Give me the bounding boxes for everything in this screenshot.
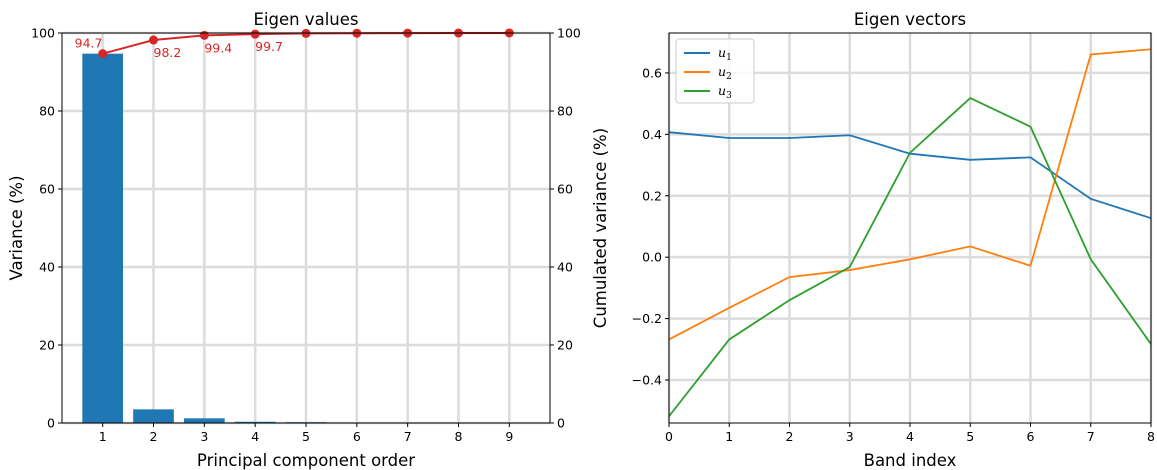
cumulated-data-label: 94.7: [75, 36, 103, 51]
variance-bars: [82, 53, 530, 424]
x-tick-label: 5: [302, 429, 310, 444]
variance-bar: [82, 53, 123, 424]
y-tick-label: 0.6: [642, 65, 662, 80]
cumulated-data-labels: 94.7 98.2 99.4 99.7: [75, 36, 283, 60]
x-tick-label: 3: [200, 429, 208, 444]
left-chart-title: Eigen values: [253, 10, 358, 29]
x-tick-label: 4: [251, 429, 259, 444]
cumulated-point: [250, 29, 260, 39]
cumulated-point: [98, 49, 108, 59]
cumulated-data-label: 99.7: [255, 39, 283, 54]
x-tick-label: 2: [150, 429, 158, 444]
y-tick-label: 0.4: [642, 127, 662, 142]
variance-bar: [133, 409, 174, 423]
legend-entry: u1: [718, 45, 732, 63]
y2-tick-label: 20: [557, 338, 573, 353]
x-tick-label: 8: [1147, 429, 1155, 444]
y-tick-label: 0.0: [642, 250, 662, 265]
x-tick-label: 0: [665, 429, 673, 444]
variance-bar: [234, 421, 276, 423]
y2-tick-label: 60: [557, 182, 573, 197]
right-y-ticks: −0.4 −0.2 0.0 0.2 0.4 0.6: [632, 65, 669, 388]
left-y-ticks: 0 20 40 60 80 100: [31, 26, 62, 431]
legend-box: [675, 38, 755, 104]
y2-tick-label: 40: [557, 260, 573, 275]
y-tick-label: 60: [39, 182, 55, 197]
x-tick-label: 8: [455, 429, 463, 444]
x-tick-label: 6: [1027, 429, 1035, 444]
eigen-vector-lines: [668, 48, 1152, 417]
right-x-axis-label: Band index: [864, 451, 957, 470]
y-tick-label: 100: [31, 26, 55, 41]
cumulated-point: [199, 30, 209, 40]
left-y-axis-label: Variance (%): [7, 175, 26, 280]
left-x-ticks: 1 2 3 4 5 6 7 8 9: [99, 423, 513, 444]
right-x-ticks: 0 1 2 3 4 5 6 7 8: [665, 423, 1155, 444]
y-tick-label: 0: [47, 416, 55, 431]
legend-entry: u3: [718, 83, 732, 101]
y-tick-label: 0.2: [642, 188, 662, 203]
y-tick-label: 40: [39, 260, 55, 275]
y-tick-label: −0.4: [632, 373, 662, 388]
y2-tick-label: 80: [557, 104, 573, 119]
x-tick-label: 4: [906, 429, 914, 444]
left-x-axis-label: Principal component order: [197, 451, 415, 470]
y-tick-label: 20: [39, 338, 55, 353]
eigen-vector-u3-line: [668, 97, 1152, 417]
x-tick-label: 2: [786, 429, 794, 444]
x-tick-label: 7: [1087, 429, 1095, 444]
x-tick-label: 1: [725, 429, 733, 444]
x-tick-label: 9: [505, 429, 513, 444]
y2-tick-label: 100: [557, 26, 581, 41]
y-tick-label: −0.2: [632, 311, 662, 326]
right-chart-title: Eigen vectors: [854, 10, 966, 29]
x-tick-label: 7: [404, 429, 412, 444]
left-grid: [62, 31, 550, 425]
variance-bar: [184, 418, 225, 423]
y-tick-label: 80: [39, 104, 55, 119]
x-tick-label: 1: [99, 429, 107, 444]
cumulated-data-label: 98.2: [154, 45, 182, 60]
left-y2-ticks: 0 20 40 60 80 100: [550, 26, 581, 431]
cumulated-data-label: 99.4: [204, 40, 232, 55]
eigen-vector-u2-line: [668, 48, 1152, 341]
left-y2-axis-label: Cumulated variance (%): [591, 128, 610, 328]
y2-tick-label: 0: [557, 416, 565, 431]
eigen-values-chart: 1 2 3 4 5 6 7 8 9 0 20 40 60 80 100 0 20 40 60 80 100 94.7…: [7, 10, 610, 470]
cumulated-point: [149, 35, 158, 45]
x-tick-label: 3: [846, 429, 854, 444]
legend-entry: u2: [718, 64, 732, 82]
x-tick-label: 5: [966, 429, 974, 444]
x-tick-label: 6: [353, 429, 361, 444]
